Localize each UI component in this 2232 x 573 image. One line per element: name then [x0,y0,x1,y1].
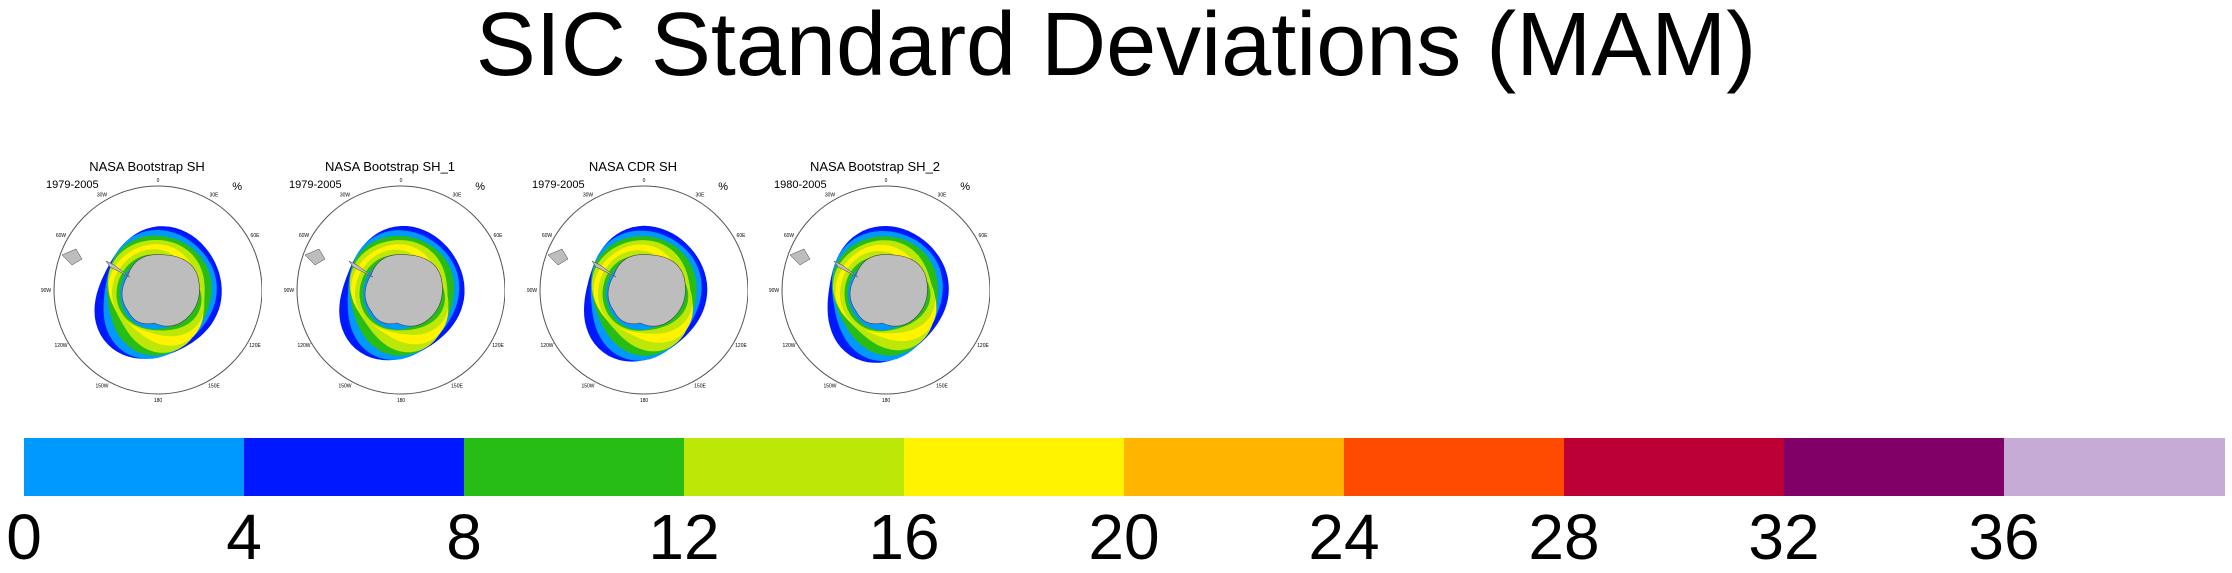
panel-title: NASA Bootstrap SH_2 [809,159,941,174]
panel-years: 1979-2005 [46,179,99,191]
panel-years: 1979-2005 [289,179,342,191]
longitude-label: 180 [397,398,406,404]
longitude-label: 120E [735,343,747,349]
colorbar-tick-label: 16 [868,501,940,573]
longitude-label: 120W [54,343,67,349]
longitude-label: 60E [251,233,261,239]
longitude-label: 60W [299,233,310,239]
colorbar-tick-label: 12 [648,501,720,573]
longitude-label: 120E [977,343,989,349]
longitude-label: 180 [640,398,649,404]
longitude-label: 180 [154,398,163,404]
longitude-label: 120W [297,343,310,349]
longitude-label: 90W [769,288,780,294]
longitude-label: 150E [936,383,948,389]
south-america-landmass [304,248,326,266]
longitude-label: 30W [825,193,836,199]
longitude-label: 30W [97,193,108,199]
longitude-label: 120E [249,343,261,349]
panel-years: 1980-2005 [774,179,827,191]
colorbar-tick-label: 28 [1528,501,1600,573]
south-america-landmass [61,248,83,266]
polar-map: 030E60E90E120E150E180150W120W90W60W30W [527,178,748,404]
longitude-label: 30E [938,193,948,199]
panel-title: NASA Bootstrap SH_1 [324,159,456,174]
colorbar-box [24,438,245,496]
peninsula-landmass [591,260,617,278]
peninsula-landmass [348,260,374,278]
colorbar-tick-label: 8 [446,501,482,573]
longitude-label: 0 [643,178,646,184]
longitude-label: 150W [95,383,108,389]
polar-map: 030E60E90E120E150E180150W120W90W60W30W [284,178,505,404]
longitude-label: 150E [208,383,220,389]
antarctica-landmass [607,254,686,327]
longitude-label: 60E [494,233,504,239]
peninsula-landmass [833,260,859,278]
longitude-label: 60W [784,233,795,239]
panel-unit: % [232,181,242,193]
colorbar-tick-label: 24 [1308,501,1380,573]
longitude-label: 0 [157,178,160,184]
colorbar-box [684,438,905,496]
map-panel: 030E60E90E120E150E180150W120W90W60W30WNA… [760,155,990,405]
longitude-label: 0 [400,178,403,184]
colorbar-box [1784,438,2005,496]
colorbar-box [244,438,465,496]
antarctica-landmass [121,254,200,327]
colorbar-box [1124,438,1345,496]
page-title: SIC Standard Deviations (MAM) [475,0,1757,95]
longitude-label: 150E [694,383,706,389]
longitude-label: 150W [338,383,351,389]
longitude-label: 90W [284,288,295,294]
panel-title: NASA CDR SH [588,159,678,174]
south-america-landmass [547,248,569,266]
longitude-label: 30W [340,193,351,199]
colorbar-box [904,438,1125,496]
polar-map: 030E60E90E120E150E180150W120W90W60W30W [769,178,990,404]
antarctica-landmass [849,254,928,327]
longitude-label: 30E [453,193,463,199]
colorbar-tick-label: 20 [1088,501,1160,573]
longitude-label: 60E [737,233,747,239]
longitude-label: 150E [451,383,463,389]
longitude-label: 120W [782,343,795,349]
map-panel: 030E60E90E120E150E180150W120W90W60W30WNA… [518,155,748,405]
longitude-label: 90W [527,288,538,294]
panel-unit: % [960,181,970,193]
panel-years: 1979-2005 [532,179,585,191]
panel-unit: % [475,181,485,193]
colorbar-tick-label: 32 [1748,501,1820,573]
panel-title: NASA Bootstrap SH [89,159,205,174]
peninsula-landmass [105,260,131,278]
panel-unit: % [718,181,728,193]
colorbar [24,438,2225,496]
colorbar-tick-label: 36 [1968,501,2040,573]
map-panel: 030E60E90E120E150E180150W120W90W60W30WNA… [32,155,262,405]
longitude-label: 150W [581,383,594,389]
colorbar-box [464,438,685,496]
longitude-label: 60E [979,233,989,239]
antarctica-landmass [364,254,443,327]
colorbar-box [1564,438,1785,496]
longitude-label: 30E [696,193,706,199]
colorbar-tick-label: 0 [6,501,42,573]
longitude-label: 0 [885,178,888,184]
longitude-label: 150W [823,383,836,389]
longitude-label: 30E [210,193,220,199]
colorbar-box [2004,438,2225,496]
longitude-label: 60W [542,233,553,239]
map-panel: 030E60E90E120E150E180150W120W90W60W30WNA… [275,155,505,405]
longitude-label: 180 [882,398,891,404]
longitude-label: 120E [492,343,504,349]
longitude-label: 120W [540,343,553,349]
longitude-label: 90W [41,288,52,294]
colorbar-box [1344,438,1565,496]
longitude-label: 30W [583,193,594,199]
polar-map: 030E60E90E120E150E180150W120W90W60W30W [41,178,262,404]
colorbar-tick-label: 4 [226,501,262,573]
south-america-landmass [789,248,811,266]
longitude-label: 60W [56,233,67,239]
